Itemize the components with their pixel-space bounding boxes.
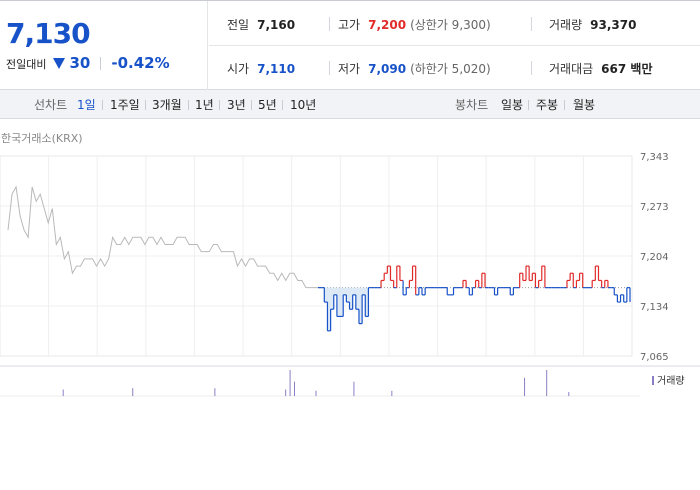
volume-legend-label: 거래량 xyxy=(657,376,685,387)
price-box: 7,130 전일대비 30 -0.42% xyxy=(0,1,208,90)
tab-3month[interactable]: 3개월 xyxy=(152,98,182,112)
amount-value: 667 백만 xyxy=(601,62,653,76)
divider xyxy=(209,45,700,46)
chart-source: 한국거래소(KRX) xyxy=(1,132,83,145)
change-rate: -0.42% xyxy=(111,54,170,72)
divider xyxy=(102,100,103,110)
high-value: 7,200 xyxy=(368,18,407,32)
amount-label: 거래대금 xyxy=(549,62,594,76)
y-tick-label: 7,134 xyxy=(640,302,669,313)
stat-prev-close: 전일 7,160 xyxy=(227,16,295,33)
divider xyxy=(329,17,330,31)
quote-summary: 7,130 전일대비 30 -0.42% 전일 7,160 고가 7,200 (상한가… xyxy=(0,0,700,90)
divider xyxy=(531,61,532,75)
divider xyxy=(188,100,189,110)
volume-value: 93,370 xyxy=(590,18,637,32)
tab-10year[interactable]: 10년 xyxy=(290,98,317,112)
period-tab-bar: 선차트 1일 1주일 3개월 1년 3년 5년 10년 봉차트 일봉 주봉 월봉 xyxy=(0,90,700,119)
stat-high: 고가 7,200 (상한가 9,300) xyxy=(338,16,491,33)
divider xyxy=(251,100,252,110)
change-label: 전일대비 xyxy=(6,58,47,71)
open-value: 7,110 xyxy=(257,62,296,76)
divider xyxy=(564,100,565,110)
price-chart: 7,343 7,273 7,204 7,134 7,065 xyxy=(0,152,700,397)
current-price: 7,130 xyxy=(6,17,91,50)
tab-monthly[interactable]: 월봉 xyxy=(573,98,596,112)
volume-legend: 거래량 xyxy=(652,372,685,387)
lower-limit: (하한가 5,020) xyxy=(410,62,491,76)
low-label: 저가 xyxy=(338,62,361,76)
y-tick-label: 7,273 xyxy=(640,202,669,213)
prev-close-value: 7,160 xyxy=(257,18,296,32)
volume-label: 거래량 xyxy=(549,18,583,32)
tab-1week[interactable]: 1주일 xyxy=(110,98,140,112)
change-value: 30 xyxy=(69,54,91,72)
previous-day-line xyxy=(7,185,318,289)
tab-daily[interactable]: 일봉 xyxy=(501,98,524,112)
divider xyxy=(99,57,101,70)
open-label: 시가 xyxy=(227,62,250,76)
low-value: 7,090 xyxy=(368,62,407,76)
stat-amount: 거래대금 667 백만 xyxy=(549,60,652,77)
tab-1year[interactable]: 1년 xyxy=(195,98,214,112)
y-tick-label: 7,343 xyxy=(640,152,669,163)
tab-5year[interactable]: 5년 xyxy=(258,98,277,112)
tab-weekly[interactable]: 주봉 xyxy=(536,98,559,112)
tab-3year[interactable]: 3년 xyxy=(227,98,246,112)
divider xyxy=(282,100,283,110)
divider xyxy=(145,100,146,110)
stat-low: 저가 7,090 (하한가 5,020) xyxy=(338,60,491,77)
line-chart-title: 선차트 xyxy=(34,98,68,112)
high-label: 고가 xyxy=(338,18,361,32)
stat-open: 시가 7,110 xyxy=(227,60,295,77)
y-tick-label: 7,065 xyxy=(640,352,669,363)
upper-limit: (상한가 9,300) xyxy=(410,18,491,32)
prev-close-label: 전일 xyxy=(227,18,250,32)
tab-1day[interactable]: 1일 xyxy=(77,98,96,112)
volume-swatch xyxy=(652,376,654,385)
candle-chart-title: 봉차트 xyxy=(455,98,489,112)
stat-volume: 거래량 93,370 xyxy=(549,16,636,33)
divider xyxy=(219,100,220,110)
divider xyxy=(329,61,330,75)
y-tick-label: 7,204 xyxy=(640,252,669,263)
down-triangle-icon xyxy=(52,58,65,69)
change-line: 전일대비 30 -0.42% xyxy=(6,54,170,72)
divider xyxy=(528,100,529,110)
divider xyxy=(531,17,532,31)
